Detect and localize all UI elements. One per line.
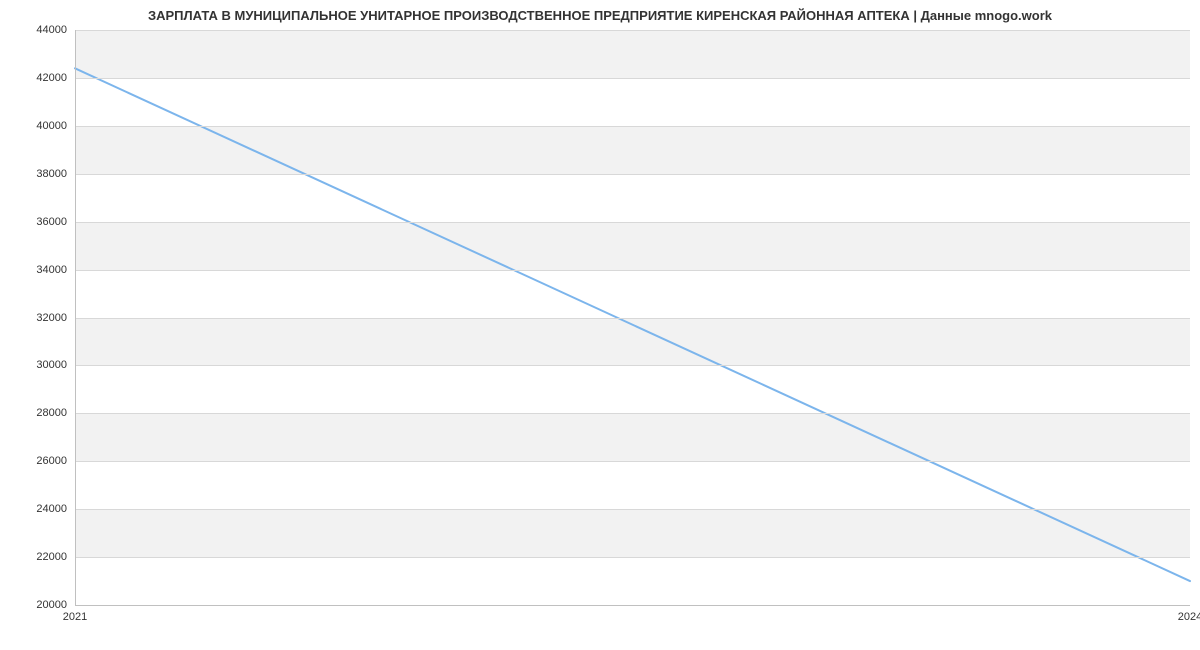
y-gridline	[75, 461, 1190, 462]
y-axis-line	[75, 30, 76, 605]
y-gridline	[75, 365, 1190, 366]
y-gridline	[75, 222, 1190, 223]
y-tick-label: 28000	[0, 407, 67, 419]
y-tick-label: 22000	[0, 551, 67, 563]
y-tick-label: 34000	[0, 264, 67, 276]
y-tick-label: 26000	[0, 455, 67, 467]
y-tick-label: 32000	[0, 312, 67, 324]
y-gridline	[75, 509, 1190, 510]
x-axis-line	[75, 605, 1190, 606]
x-tick-label: 2024	[1178, 611, 1200, 623]
series-line-salary	[75, 68, 1190, 581]
plot-area	[75, 30, 1190, 605]
y-gridline	[75, 413, 1190, 414]
y-tick-label: 24000	[0, 503, 67, 515]
y-gridline	[75, 557, 1190, 558]
y-gridline	[75, 30, 1190, 31]
chart-title: ЗАРПЛАТА В МУНИЦИПАЛЬНОЕ УНИТАРНОЕ ПРОИЗ…	[0, 8, 1200, 23]
y-tick-label: 30000	[0, 359, 67, 371]
y-tick-label: 20000	[0, 599, 67, 611]
y-gridline	[75, 174, 1190, 175]
y-tick-label: 40000	[0, 120, 67, 132]
y-tick-label: 36000	[0, 216, 67, 228]
y-tick-label: 38000	[0, 168, 67, 180]
y-gridline	[75, 318, 1190, 319]
y-gridline	[75, 78, 1190, 79]
y-gridline	[75, 270, 1190, 271]
chart-container: ЗАРПЛАТА В МУНИЦИПАЛЬНОЕ УНИТАРНОЕ ПРОИЗ…	[0, 0, 1200, 650]
x-tick-label: 2021	[63, 611, 87, 623]
y-tick-label: 44000	[0, 24, 67, 36]
y-tick-label: 42000	[0, 72, 67, 84]
y-gridline	[75, 126, 1190, 127]
